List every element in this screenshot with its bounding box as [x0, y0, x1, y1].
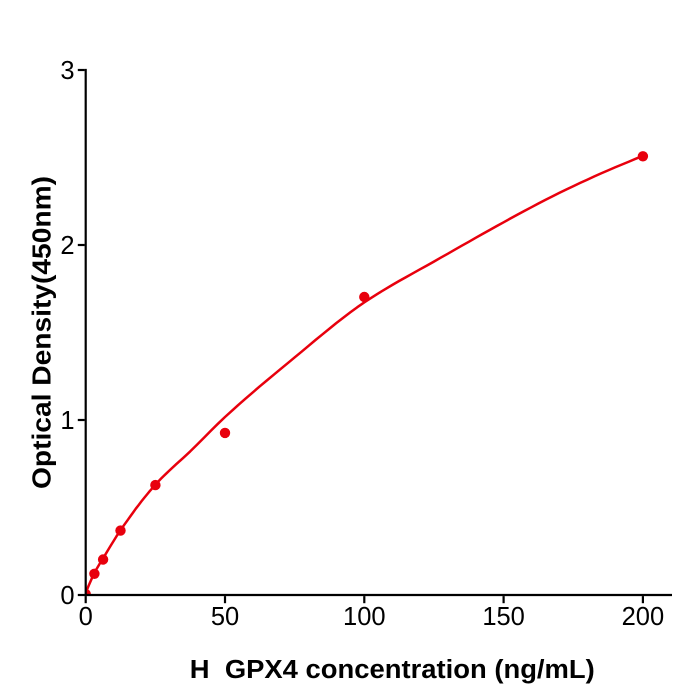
svg-text:2: 2: [60, 232, 74, 260]
svg-text:200: 200: [622, 603, 665, 631]
svg-text:0: 0: [79, 603, 93, 631]
svg-text:150: 150: [482, 603, 525, 631]
svg-text:H GPX4 concentration (ng/mL): H GPX4 concentration (ng/mL): [190, 656, 595, 684]
svg-text:100: 100: [343, 603, 386, 631]
svg-text:3: 3: [60, 57, 74, 85]
svg-text:50: 50: [211, 603, 239, 631]
svg-text:0: 0: [60, 582, 74, 610]
svg-text:Optical Density(450nm): Optical Density(450nm): [29, 176, 57, 489]
svg-text:1: 1: [60, 407, 74, 435]
